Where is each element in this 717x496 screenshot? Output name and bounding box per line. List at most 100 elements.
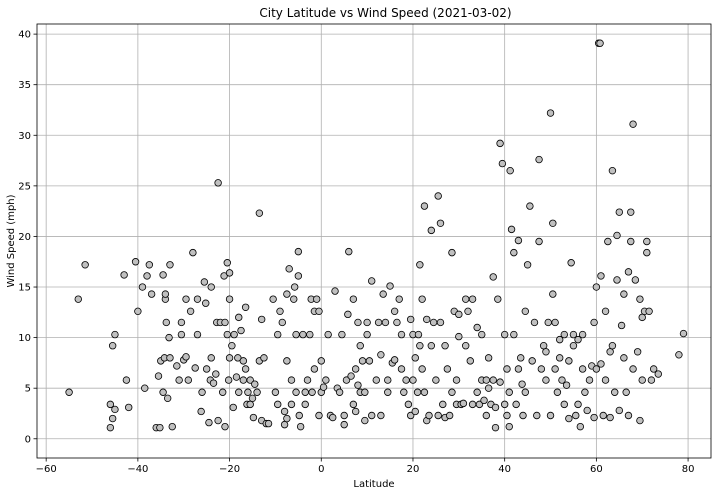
data-point [506, 166, 514, 175]
data-point [535, 155, 543, 164]
data-point [443, 365, 452, 373]
data-point [622, 388, 630, 396]
data-point [590, 318, 598, 327]
data-point [276, 307, 284, 316]
data-point [402, 376, 410, 384]
data-point [377, 351, 385, 359]
data-point [212, 370, 220, 378]
x-tick-label: 60 [590, 464, 603, 475]
data-point [269, 295, 277, 303]
data-point [503, 411, 511, 420]
data-point [175, 376, 183, 384]
data-point [237, 326, 245, 335]
data-point [361, 416, 369, 425]
data-point [592, 283, 601, 291]
x-tick-label: 80 [682, 464, 695, 475]
data-point [228, 342, 236, 350]
data-point [643, 237, 651, 246]
data-point [224, 376, 233, 384]
y-tick-label: 0 [25, 434, 31, 445]
data-point [159, 388, 167, 396]
data-point [620, 290, 628, 298]
data-point [248, 394, 257, 403]
data-point [296, 422, 305, 431]
data-point [590, 413, 598, 422]
data-point [356, 342, 364, 350]
data-point [145, 261, 154, 269]
data-point [572, 411, 580, 420]
x-tick-label: 20 [407, 464, 420, 475]
data-point [349, 295, 358, 303]
data-point [377, 411, 385, 420]
data-point [274, 400, 282, 409]
y-tick-label: 10 [18, 333, 31, 344]
data-point [283, 414, 291, 423]
data-point [246, 376, 254, 384]
data-point [629, 365, 637, 373]
data-point [505, 422, 513, 431]
data-point [436, 318, 445, 327]
data-point [432, 376, 440, 384]
data-point [542, 348, 550, 356]
data-point [606, 413, 614, 422]
data-point [184, 376, 193, 384]
data-point [518, 380, 526, 388]
data-point [189, 248, 197, 257]
data-point [280, 420, 289, 429]
data-point [257, 315, 266, 324]
data-point [514, 365, 523, 373]
data-points [65, 39, 688, 432]
data-point [615, 406, 623, 415]
data-point [301, 400, 309, 409]
data-point [108, 414, 117, 423]
data-point [596, 39, 604, 47]
data-point [166, 354, 174, 362]
data-point [347, 372, 355, 380]
data-point [363, 318, 371, 327]
data-point [173, 362, 181, 370]
data-point [510, 248, 518, 257]
data-point [384, 388, 392, 396]
data-point [448, 388, 456, 396]
data-point [246, 400, 254, 409]
data-point [162, 318, 170, 327]
data-point [120, 271, 128, 279]
data-point [65, 388, 73, 396]
data-point [521, 388, 530, 396]
data-point [583, 406, 591, 415]
data-point [241, 365, 250, 373]
data-point [283, 290, 291, 298]
data-point [503, 365, 511, 373]
data-point [423, 315, 431, 324]
data-point [198, 388, 206, 396]
data-point [163, 394, 172, 403]
data-point [555, 354, 564, 362]
data-point [569, 330, 578, 339]
data-point [223, 330, 231, 339]
data-point [111, 405, 119, 414]
data-point [679, 329, 688, 338]
data-point [439, 400, 447, 409]
plot-frame [36, 23, 712, 459]
data-point [363, 330, 371, 339]
data-point [218, 388, 227, 396]
data-point [581, 388, 589, 396]
data-point [214, 416, 222, 425]
data-point [484, 354, 493, 362]
data-point [434, 192, 442, 200]
data-point [452, 376, 461, 384]
data-point [329, 413, 337, 422]
data-point [182, 295, 190, 303]
data-point [280, 407, 289, 416]
data-point [462, 342, 470, 350]
data-point [627, 208, 635, 216]
data-point [491, 403, 500, 412]
data-point [601, 307, 610, 316]
data-point [390, 307, 399, 316]
data-point [202, 365, 211, 373]
data-point [223, 259, 231, 267]
data-point [429, 318, 438, 327]
data-point [638, 376, 646, 384]
data-point [141, 384, 149, 392]
